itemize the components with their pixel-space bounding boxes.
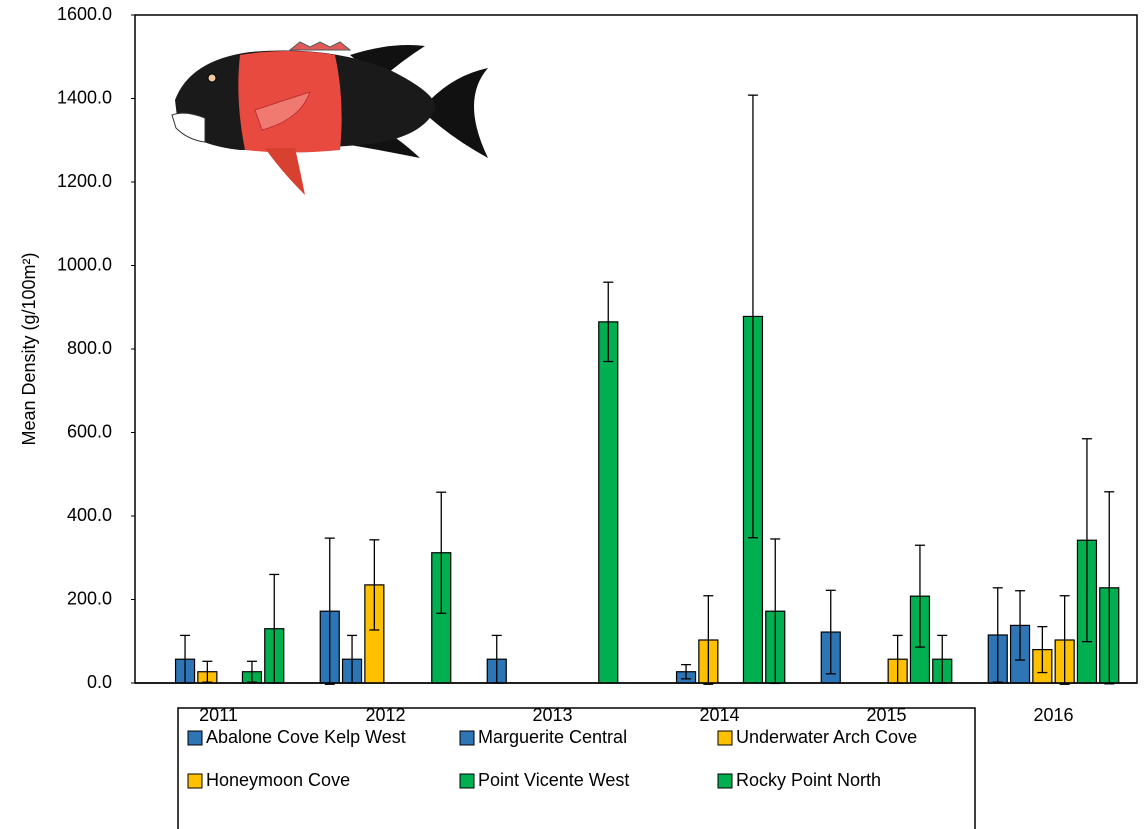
legend-swatch <box>717 773 733 789</box>
legend-label: Marguerite Central <box>478 727 627 747</box>
bar <box>598 321 619 684</box>
x-tick-label: 2011 <box>199 705 238 725</box>
legend-label: Honeymoon Cove <box>206 770 350 790</box>
y-tick-label: 1200.0 <box>57 171 112 191</box>
y-tick-label: 0.0 <box>87 672 112 692</box>
error-bar <box>436 491 447 614</box>
legend-label: Abalone Cove Kelp West <box>206 727 406 747</box>
error-bar <box>324 537 335 685</box>
y-tick-label: 600.0 <box>67 421 112 441</box>
error-bar <box>1081 438 1092 643</box>
error-bar <box>681 663 692 680</box>
legend-swatch <box>459 773 475 789</box>
legend-swatch <box>187 730 203 746</box>
y-tick-label: 400.0 <box>67 505 112 525</box>
x-tick-label: 2013 <box>532 705 572 725</box>
x-tick-label: 2014 <box>699 705 739 725</box>
y-tick-label: 1000.0 <box>57 254 112 274</box>
y-tick-label: 1600.0 <box>57 4 112 24</box>
error-bar <box>1059 595 1070 685</box>
y-tick-label: 1400.0 <box>57 87 112 107</box>
legend-label: Underwater Arch Cove <box>736 727 917 747</box>
error-bar <box>825 589 836 675</box>
legend-label: Rocky Point North <box>736 770 881 790</box>
x-tick-label: 2015 <box>866 705 906 725</box>
legend-label: Point Vicente West <box>478 770 629 790</box>
error-bar <box>1015 590 1026 661</box>
error-bar <box>1037 625 1048 674</box>
y-tick-label: 200.0 <box>67 588 112 608</box>
y-tick-label: 800.0 <box>67 338 112 358</box>
error-bar <box>202 660 213 683</box>
error-bar <box>246 660 257 683</box>
error-bar <box>914 544 925 648</box>
error-bar <box>747 94 758 539</box>
error-bar <box>603 281 614 363</box>
legend-box <box>177 707 976 829</box>
legend-swatch <box>187 773 203 789</box>
error-bar <box>992 587 1003 683</box>
legend-swatch <box>717 730 733 746</box>
error-bar <box>703 595 714 685</box>
fish-illustration <box>171 41 488 195</box>
error-bar <box>1104 491 1115 685</box>
x-tick-label: 2012 <box>365 705 405 725</box>
y-axis-label: Mean Density (g/100m²) <box>19 252 39 445</box>
error-bar <box>369 539 380 631</box>
legend-swatch <box>459 730 475 746</box>
x-tick-label: 2016 <box>1033 705 1073 725</box>
